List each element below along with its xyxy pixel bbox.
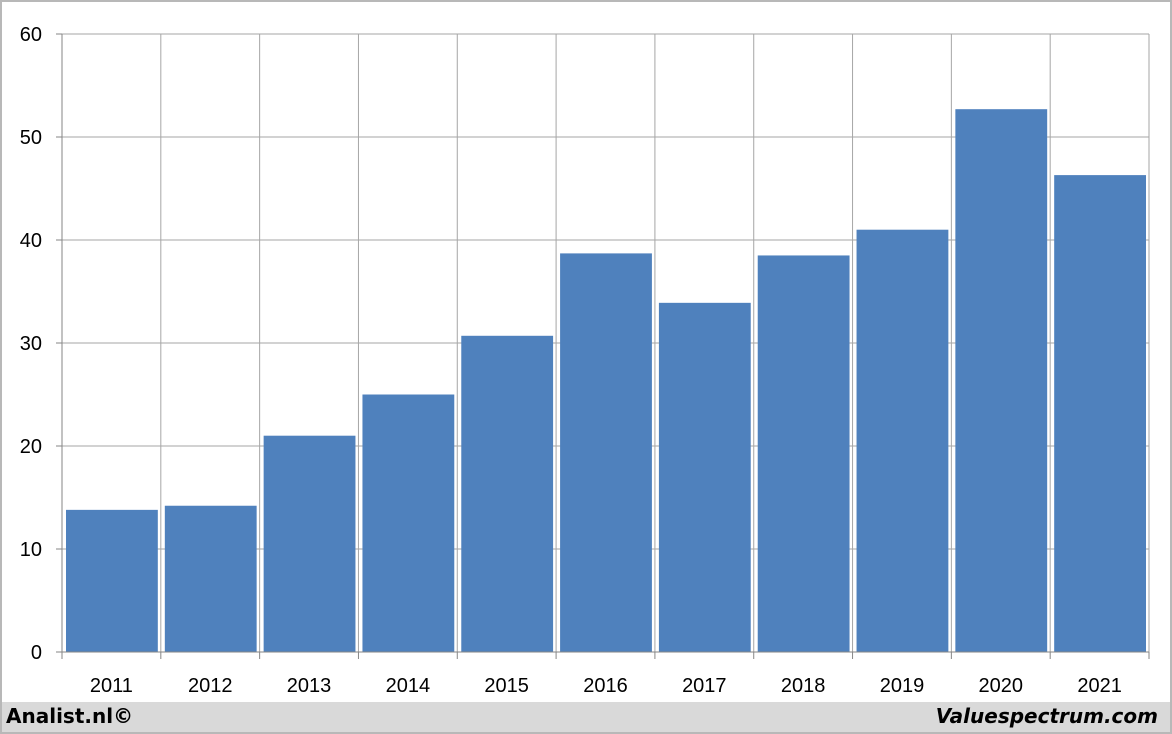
y-tick-label: 20: [20, 436, 42, 458]
footer-bar: Analist.nl© Valuespectrum.com: [2, 702, 1170, 732]
x-tick-label: 2016: [583, 675, 628, 697]
y-tick-label: 40: [20, 230, 42, 252]
x-tick-label: 2011: [90, 675, 133, 697]
x-tick-label: 2019: [880, 675, 925, 697]
y-tick-label: 10: [20, 539, 42, 561]
x-tick-label: 2020: [979, 675, 1024, 697]
x-tick-label: 2021: [1077, 675, 1122, 697]
bar-2018: [757, 255, 850, 652]
source-credit: Analist.nl©: [6, 704, 134, 728]
bar-series: [66, 109, 1146, 653]
y-tick-label: 0: [31, 642, 42, 664]
bar-2015: [461, 335, 554, 652]
bar-2014: [362, 394, 455, 652]
x-tick-label: 2015: [484, 675, 529, 697]
bar-2020: [955, 109, 1048, 652]
x-tick-label: 2014: [386, 675, 431, 697]
x-tick-label: 2018: [781, 675, 826, 697]
bar-2021: [1054, 175, 1146, 653]
bar-2013: [263, 435, 356, 652]
y-tick-labels: 0 10 20 30 40 50 60: [20, 24, 42, 664]
bar-2016: [560, 253, 652, 652]
bar-2017: [658, 302, 751, 652]
x-tick-label: 2017: [682, 675, 727, 697]
y-tick-label: 50: [20, 127, 42, 149]
x-tick-labels: 2011 2012 2013 2014 2015 2016 2017 2018 2019 2020…: [90, 675, 1122, 697]
y-tick-label: 60: [20, 24, 42, 46]
bar-2019: [856, 229, 949, 652]
x-tick-label: 2013: [287, 675, 332, 697]
bar-2012: [164, 505, 257, 652]
y-tick-label: 30: [20, 333, 42, 355]
axes: [56, 33, 1150, 659]
x-tick-label: 2012: [188, 675, 233, 697]
website-credit: Valuespectrum.com: [935, 704, 1158, 728]
bar-2011: [66, 509, 158, 652]
